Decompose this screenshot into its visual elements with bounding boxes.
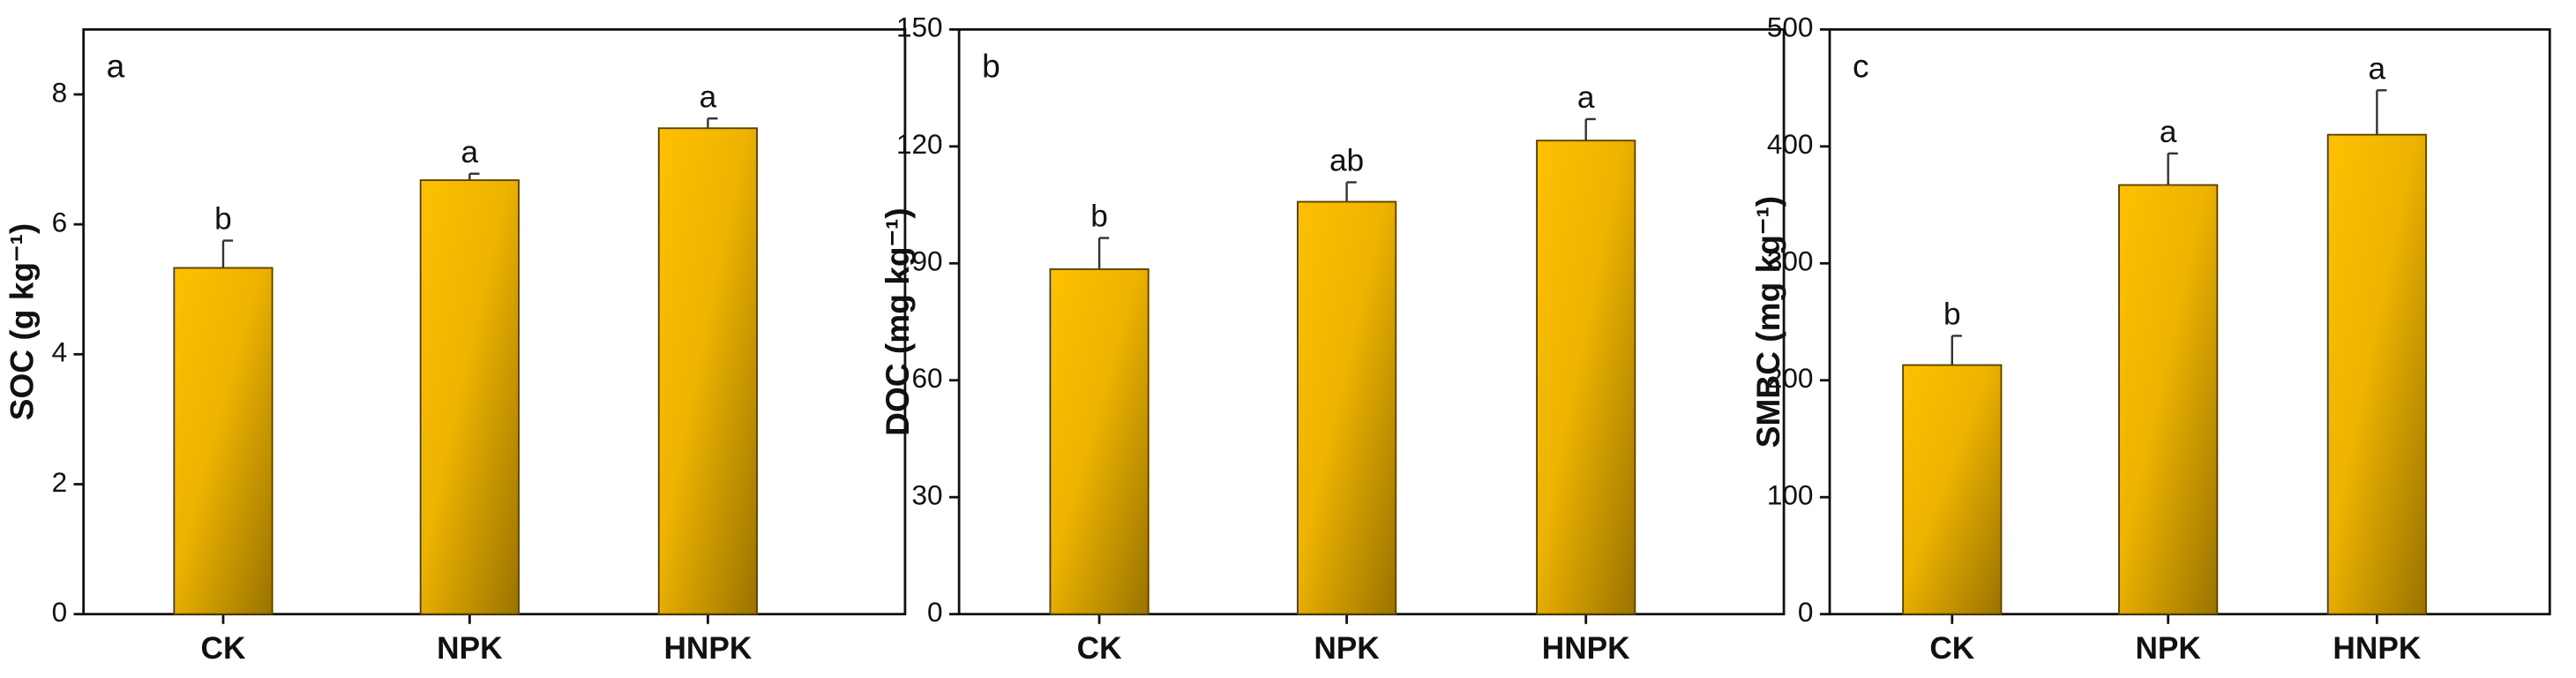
y-tick-label: 300 <box>1767 245 1814 277</box>
y-axis-label: DOC (mg kg⁻¹) <box>879 207 916 436</box>
y-tick-label: 30 <box>912 479 943 511</box>
x-tick-label: NPK <box>2135 631 2201 666</box>
x-tick-label: CK <box>1077 631 1122 666</box>
significance-label: a <box>2369 51 2386 86</box>
significance-label: a <box>2160 115 2177 149</box>
bar <box>1296 200 1397 615</box>
y-tick-label: 0 <box>1798 596 1814 628</box>
x-tick-label: NPK <box>1314 631 1380 666</box>
y-tick-label: 0 <box>927 596 943 628</box>
significance-label: b <box>1090 200 1108 234</box>
y-tick-label: 120 <box>896 128 943 160</box>
panel-label: a <box>107 48 125 85</box>
significance-label: b <box>214 202 232 237</box>
significance-label: a <box>700 79 717 114</box>
x-tick-label: HNPK <box>2333 631 2421 666</box>
y-tick-label: 100 <box>1767 479 1814 511</box>
y-axis-label: SMBC (mg kg⁻¹) <box>1749 196 1786 448</box>
x-tick-label: HNPK <box>663 631 752 666</box>
significance-label: ab <box>1329 144 1364 178</box>
y-tick-label: 4 <box>52 336 68 368</box>
bar <box>2118 184 2219 615</box>
bar <box>173 267 273 615</box>
y-tick-label: 60 <box>912 362 943 394</box>
y-tick-label: 90 <box>912 245 943 277</box>
significance-label: b <box>1943 297 1961 331</box>
significance-label: a <box>1577 80 1595 115</box>
bar <box>419 179 520 615</box>
y-tick-label: 150 <box>896 11 943 43</box>
y-axis-label: SOC (g kg⁻¹) <box>4 223 41 421</box>
bar <box>657 127 758 615</box>
bar <box>1049 267 1149 615</box>
y-tick-label: 2 <box>52 466 68 498</box>
x-tick-label: HNPK <box>1542 631 1630 666</box>
x-tick-label: NPK <box>437 631 503 666</box>
panel-label: c <box>1853 48 1869 85</box>
y-tick-label: 500 <box>1767 11 1814 43</box>
y-tick-label: 400 <box>1767 128 1814 160</box>
x-tick-label: CK <box>201 631 246 666</box>
y-tick-label: 0 <box>52 596 68 628</box>
y-tick-label: 8 <box>52 76 68 108</box>
bar <box>1902 364 2003 615</box>
significance-label: a <box>461 135 479 170</box>
bar <box>2326 133 2427 615</box>
panel-label: b <box>982 48 1000 85</box>
y-tick-label: 200 <box>1767 362 1814 394</box>
bar <box>1536 139 1636 615</box>
y-tick-label: 6 <box>52 206 68 237</box>
x-tick-label: CK <box>1929 631 1974 666</box>
